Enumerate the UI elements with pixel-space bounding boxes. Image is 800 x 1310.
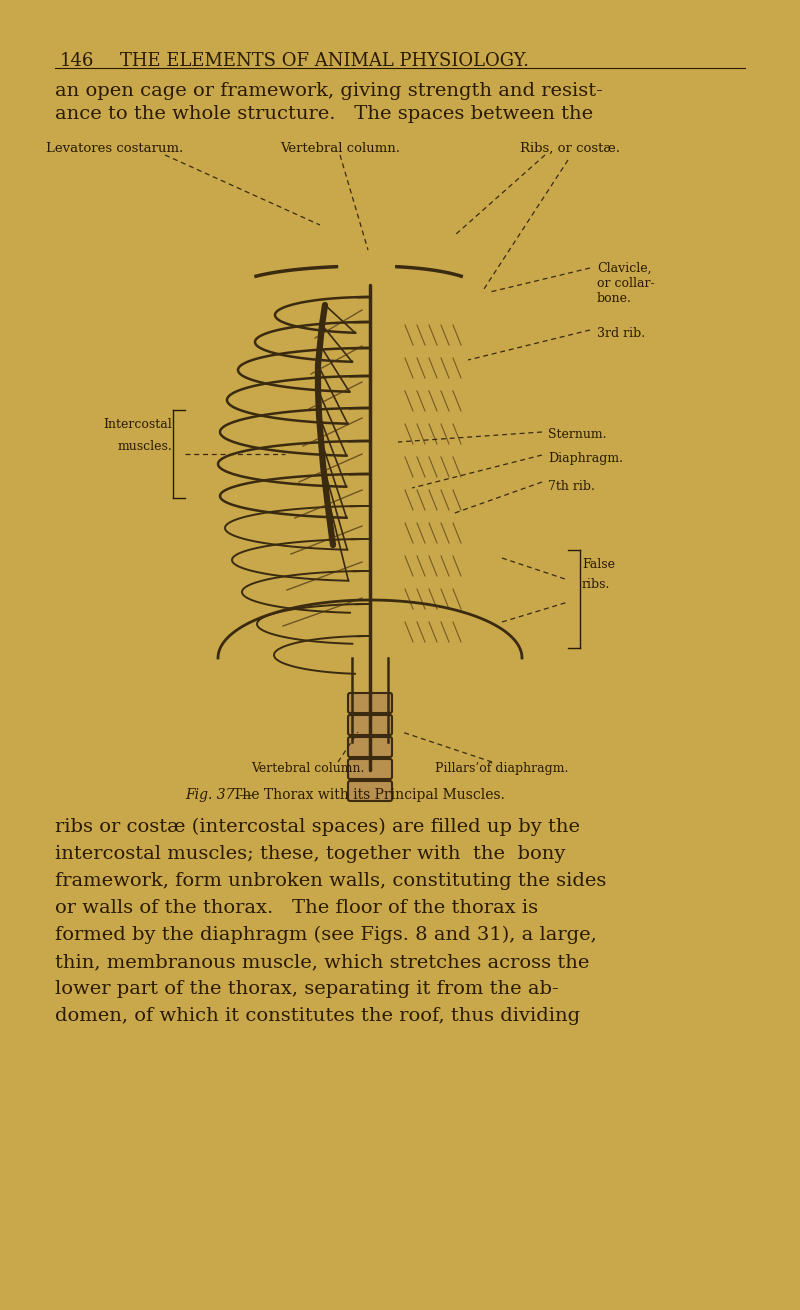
Text: or collar-: or collar-: [597, 276, 654, 290]
Text: Ribs, or costæ.: Ribs, or costæ.: [520, 141, 620, 155]
Text: or walls of the thorax.   The floor of the thorax is: or walls of the thorax. The floor of the…: [55, 899, 538, 917]
FancyBboxPatch shape: [348, 781, 392, 800]
FancyBboxPatch shape: [348, 693, 392, 713]
Text: 146: 146: [60, 52, 94, 69]
FancyBboxPatch shape: [348, 758, 392, 779]
Text: Sternum.: Sternum.: [548, 428, 606, 441]
Text: Vertebral column.: Vertebral column.: [280, 141, 400, 155]
Text: Intercostal: Intercostal: [103, 418, 172, 431]
Text: Pillars’of diaphragm.: Pillars’of diaphragm.: [435, 762, 569, 776]
FancyBboxPatch shape: [348, 738, 392, 757]
Text: ribs.: ribs.: [582, 578, 610, 591]
Text: lower part of the thorax, separating it from the ab-: lower part of the thorax, separating it …: [55, 980, 558, 998]
Text: intercostal muscles; these, together with  the  bony: intercostal muscles; these, together wit…: [55, 845, 566, 863]
Text: Vertebral column.: Vertebral column.: [251, 762, 365, 776]
Text: Diaphragm.: Diaphragm.: [548, 452, 623, 465]
Text: THE ELEMENTS OF ANIMAL PHYSIOLOGY.: THE ELEMENTS OF ANIMAL PHYSIOLOGY.: [120, 52, 529, 69]
Text: Levatores costarum.: Levatores costarum.: [46, 141, 184, 155]
Text: bone.: bone.: [597, 292, 632, 305]
Text: False: False: [582, 558, 615, 571]
Text: 7th rib.: 7th rib.: [548, 479, 595, 493]
Text: ribs or costæ (intercostal spaces) are filled up by the: ribs or costæ (intercostal spaces) are f…: [55, 817, 580, 836]
Text: Clavicle,: Clavicle,: [597, 262, 651, 275]
Text: thin, membranous muscle, which stretches across the: thin, membranous muscle, which stretches…: [55, 952, 590, 971]
FancyBboxPatch shape: [348, 715, 392, 735]
Text: an open cage or framework, giving strength and resist-: an open cage or framework, giving streng…: [55, 83, 602, 100]
Text: formed by the diaphragm (see Figs. 8 and 31), a large,: formed by the diaphragm (see Figs. 8 and…: [55, 926, 597, 945]
Text: Fig. 37.—: Fig. 37.—: [185, 789, 253, 802]
Text: framework, form unbroken walls, constituting the sides: framework, form unbroken walls, constitu…: [55, 872, 606, 889]
Text: domen, of which it constitutes the roof, thus dividing: domen, of which it constitutes the roof,…: [55, 1007, 580, 1024]
Text: ance to the whole structure.   The spaces between the: ance to the whole structure. The spaces …: [55, 105, 593, 123]
Text: 3rd rib.: 3rd rib.: [597, 328, 645, 341]
Text: The Thorax with its Principal Muscles.: The Thorax with its Principal Muscles.: [233, 789, 505, 802]
Text: muscles.: muscles.: [118, 440, 172, 453]
